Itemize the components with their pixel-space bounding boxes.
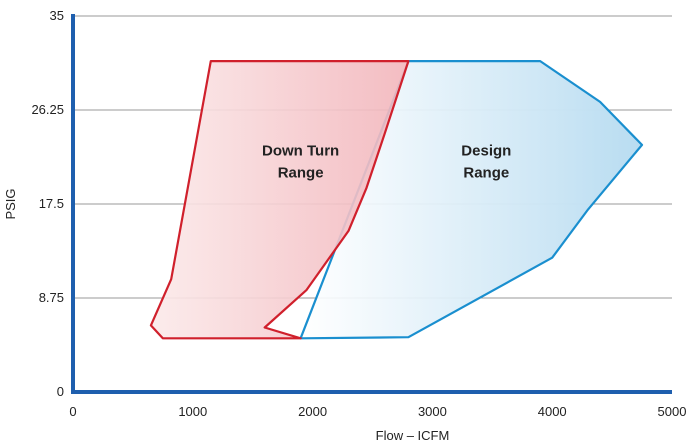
region-labels: Down Turn Range Design Range — [262, 143, 511, 182]
chart-areas — [149, 59, 644, 340]
y-tick-label: 0 — [57, 384, 64, 399]
downturn-range-area — [149, 59, 410, 340]
design-range-label-line: Range — [463, 165, 509, 182]
y-tick-label: 8.75 — [39, 290, 64, 305]
chart-axes — [71, 14, 672, 394]
downturn-range-label-line: Range — [278, 165, 324, 182]
y-axis-label: PSIG — [3, 188, 18, 219]
tick-labels: 0 1000 2000 3000 4000 5000 0 8.75 17.5 26.25 35 — [31, 8, 686, 419]
y-tick-label: 26.25 — [31, 102, 64, 117]
x-tick-label: 5000 — [658, 404, 687, 419]
x-axis-label: Flow – ICFM — [376, 428, 450, 443]
x-tick-label: 4000 — [538, 404, 567, 419]
downturn-range-label: Down Turn Range — [262, 143, 339, 182]
x-tick-label: 2000 — [298, 404, 327, 419]
y-tick-label: 17.5 — [39, 196, 64, 211]
y-tick-label: 35 — [50, 8, 64, 23]
downturn-range-label-line: Down Turn — [262, 143, 339, 160]
x-tick-label: 3000 — [418, 404, 447, 419]
design-range-label-line: Design — [461, 143, 511, 160]
x-tick-label: 0 — [69, 404, 76, 419]
x-tick-label: 1000 — [178, 404, 207, 419]
design-range-label: Design Range — [461, 143, 511, 182]
